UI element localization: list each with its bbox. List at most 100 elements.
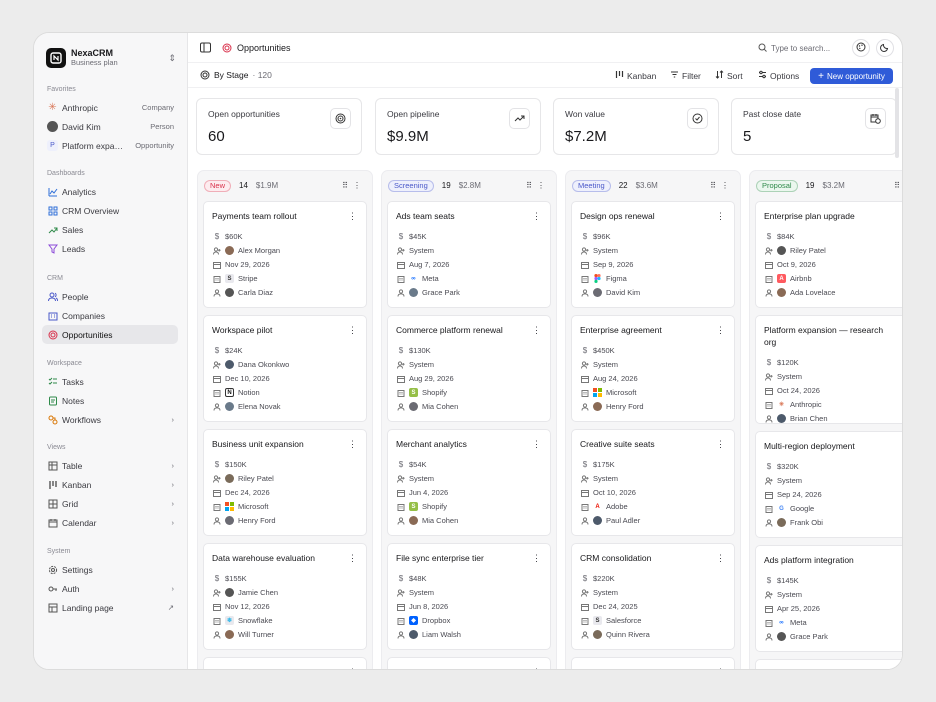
sidebar-item-landing-page[interactable]: Landing page ↗ <box>42 598 178 617</box>
sidebar-item-grid[interactable]: Grid › <box>42 494 178 513</box>
more-vertical-icon[interactable]: ⋮ <box>353 181 366 190</box>
card-date: Oct 10, 2026 <box>593 488 636 497</box>
opportunity-card[interactable]: Business unit expansion ⋮ $ $150K Riley Pate… <box>203 429 367 536</box>
avatar <box>225 402 234 411</box>
sidebar-item-notes[interactable]: Notes <box>42 391 178 410</box>
more-vertical-icon[interactable]: ⋮ <box>721 181 734 190</box>
more-vertical-icon[interactable]: ⋮ <box>348 439 357 449</box>
drag-handle-icon[interactable]: ⠿ <box>710 181 721 190</box>
search-input[interactable]: Type to search... <box>758 40 843 56</box>
kanban-button[interactable]: Kanban <box>615 70 656 81</box>
sidebar-item-workflows[interactable]: Workflows › <box>42 410 178 429</box>
building-icon <box>396 617 406 625</box>
opportunity-card[interactable]: Enterprise agreement ⋮ $ $450K System Aug 24,… <box>571 315 735 422</box>
opportunity-card[interactable]: Merchant analytics ⋮ $ $54K System Jun 4, 202… <box>387 429 551 536</box>
more-vertical-icon[interactable]: ⋮ <box>348 553 357 563</box>
more-vertical-icon[interactable]: ⋮ <box>532 325 541 335</box>
theme-toggle-button[interactable] <box>876 39 894 57</box>
more-vertical-icon[interactable]: ⋮ <box>532 439 541 449</box>
sidebar-item-tasks[interactable]: Tasks <box>42 372 178 391</box>
opportunity-card[interactable]: Design ops renewal ⋮ $ $96K System Sep 9, 202… <box>571 201 735 308</box>
more-vertical-icon[interactable]: ⋮ <box>532 211 541 221</box>
sidebar-item-auth[interactable]: Auth › <box>42 579 178 598</box>
sort-button[interactable]: Sort <box>715 70 743 81</box>
opportunity-card[interactable]: Commerce platform renewal ⋮ $ $130K System Au… <box>387 315 551 422</box>
user-row: Quinn Rivera <box>580 629 650 640</box>
favorite-david-kim[interactable]: David Kim Person <box>42 117 178 136</box>
opportunity-card[interactable]: Creative cloud enterprise ⋮ <box>571 657 735 669</box>
calendar-row: Oct 10, 2026 <box>580 487 636 498</box>
sidebar-item-crm-overview[interactable]: CRM Overview <box>42 201 178 220</box>
sidebar-toggle-icon[interactable] <box>198 41 212 55</box>
sidebar-item-sales[interactable]: Sales <box>42 220 178 239</box>
kanban-column: Meeting 22 $3.6M ⠿⋮ Design ops renewal ⋮ $ $96K… <box>565 170 741 669</box>
opportunity-card[interactable]: Incident response tier ⋮ <box>203 657 367 669</box>
more-vertical-icon[interactable]: ⋮ <box>716 439 725 449</box>
sidebar-item-table[interactable]: Table › <box>42 456 178 475</box>
options-button[interactable]: Options <box>758 70 799 81</box>
sidebar-item-opportunities[interactable]: Opportunities <box>42 325 178 344</box>
opportunity-card[interactable]: Creative suite seats ⋮ $ $175K System Oct 10,… <box>571 429 735 536</box>
more-vertical-icon[interactable]: ⋮ <box>532 667 541 669</box>
filter-button[interactable]: Filter <box>670 70 701 81</box>
sidebar-item-people[interactable]: People <box>42 287 178 306</box>
opportunity-card[interactable]: Ads platform integration ⋮ $ $145K System Apr… <box>755 545 902 652</box>
sidebar-item-calendar[interactable]: Calendar › <box>42 513 178 532</box>
drag-handle-icon[interactable]: ⠿ <box>342 181 353 190</box>
favorite-type: Company <box>141 103 174 112</box>
drag-handle-icon[interactable]: ⠿ <box>894 181 902 190</box>
more-vertical-icon[interactable]: ⋮ <box>348 211 357 221</box>
more-vertical-icon[interactable]: ⋮ <box>532 553 541 563</box>
stat-card-won-value: Won value $7.2M <box>553 98 719 155</box>
airbnb-logo-icon: A <box>777 274 786 283</box>
more-vertical-icon[interactable]: ⋮ <box>716 667 725 669</box>
drag-handle-icon[interactable]: ⠿ <box>526 181 537 190</box>
palette-icon <box>856 42 866 54</box>
new-opportunity-button[interactable]: + New opportunity <box>810 68 893 84</box>
sidebar-item-analytics[interactable]: Analytics <box>42 182 178 201</box>
palette-button[interactable] <box>852 39 870 57</box>
opportunity-card[interactable] <box>755 659 902 669</box>
opportunity-card[interactable]: CRM consolidation ⋮ $ $220K System Dec 24, 20… <box>571 543 735 650</box>
opportunity-card[interactable]: Multi-region deployment ⋮ $ $320K System Sep … <box>755 431 902 538</box>
more-vertical-icon[interactable]: ⋮ <box>716 325 725 335</box>
target-icon <box>330 108 351 129</box>
dropbox-logo-icon: ◆ <box>409 616 418 625</box>
opportunity-card[interactable]: Ads team seats ⋮ $ $45K System Aug 7, 2026 ∞ Me… <box>387 201 551 308</box>
vertical-scrollbar[interactable] <box>895 88 899 158</box>
more-vertical-icon[interactable]: ⋮ <box>716 211 725 221</box>
opportunity-card[interactable]: Enterprise plan upgrade ⋮ $ $84K Riley Patel… <box>755 201 902 308</box>
user-plus-icon <box>396 588 406 597</box>
more-vertical-icon[interactable]: ⋮ <box>716 553 725 563</box>
sidebar-item-settings[interactable]: Settings <box>42 560 178 579</box>
opportunity-card[interactable]: Platform expansion — research org ⋮ $ $120K… <box>755 315 902 424</box>
more-vertical-icon[interactable]: ⋮ <box>900 211 902 222</box>
opportunity-card[interactable]: Workspace pilot ⋮ $ $24K Dana Okonkwo Dec 10,… <box>203 315 367 422</box>
view-selector[interactable]: By Stage · 120 <box>198 68 272 82</box>
calendar-row: Apr 25, 2026 <box>764 603 820 614</box>
more-vertical-icon[interactable]: ⋮ <box>537 181 550 190</box>
opportunity-card[interactable]: File sync enterprise tier ⋮ $ $48K System Jun… <box>387 543 551 650</box>
sidebar-item-label: Notes <box>62 395 85 406</box>
card-date: Jun 4, 2026 <box>409 488 449 497</box>
card-date: Sep 9, 2026 <box>593 260 634 269</box>
sidebar-item-label: Sales <box>62 224 84 235</box>
sidebar-item-leads[interactable]: Leads <box>42 239 178 258</box>
favorite-platform-expansion[interactable]: P Platform expa… Opportunity <box>42 136 178 155</box>
more-vertical-icon[interactable]: ⋮ <box>348 325 357 335</box>
opportunity-card[interactable]: Data warehouse evaluation ⋮ $ $155K Jamie Ch… <box>203 543 367 650</box>
card-contact: Liam Walsh <box>422 630 461 639</box>
sidebar-item-kanban[interactable]: Kanban › <box>42 475 178 494</box>
opportunity-card[interactable]: Payments team rollout ⋮ $ $60K Alex Morgan No… <box>203 201 367 308</box>
workspace-switcher[interactable]: NexaCRM Business plan ⇕ <box>46 45 176 71</box>
more-vertical-icon[interactable]: ⋮ <box>900 325 902 336</box>
more-vertical-icon[interactable]: ⋮ <box>900 441 902 452</box>
sidebar-item-companies[interactable]: Companies <box>42 306 178 325</box>
section-label-views: Views <box>47 444 66 451</box>
opportunity-card[interactable]: Storage tier consolidation ⋮ <box>387 657 551 669</box>
more-vertical-icon[interactable]: ⋮ <box>900 555 902 566</box>
calendar-row: Dec 24, 2026 <box>212 487 270 498</box>
favorite-anthropic[interactable]: ✳ Anthropic Company <box>42 98 178 117</box>
favorite-label: Anthropic <box>62 102 98 113</box>
more-vertical-icon[interactable]: ⋮ <box>348 667 357 669</box>
